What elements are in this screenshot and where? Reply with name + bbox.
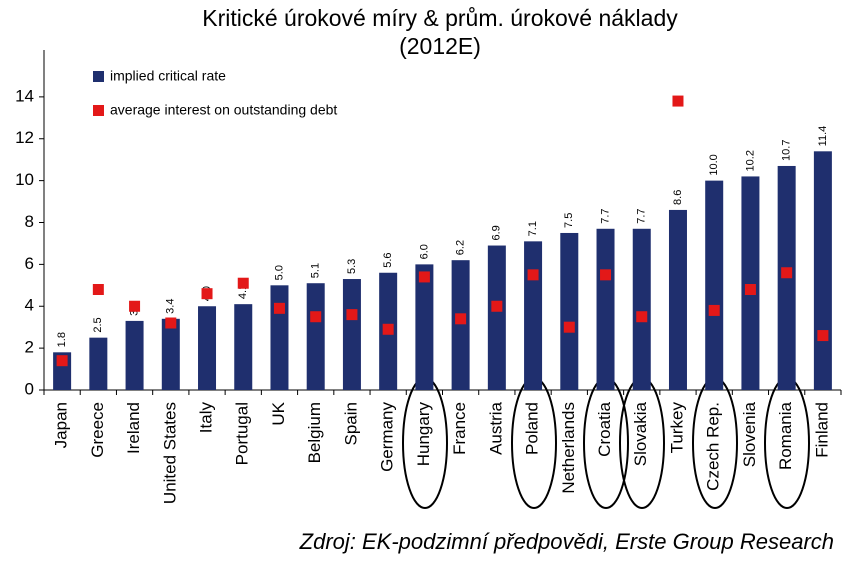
value-label: 2.5 xyxy=(92,317,104,332)
x-tick-label: Hungary xyxy=(414,402,433,467)
value-label: 7.5 xyxy=(563,213,575,228)
marker xyxy=(310,311,322,323)
bar xyxy=(89,337,108,390)
x-tick-label: Portugal xyxy=(233,402,252,465)
y-tick-label: 14 xyxy=(15,86,34,105)
marker xyxy=(237,277,249,289)
bar xyxy=(487,245,506,390)
marker xyxy=(273,302,285,314)
value-label: 5.1 xyxy=(310,263,322,278)
bar xyxy=(813,151,832,390)
x-tick-label: Poland xyxy=(523,402,542,455)
value-label: 5.0 xyxy=(273,265,285,280)
value-label: 11.4 xyxy=(817,126,829,147)
x-tick-label: Finland xyxy=(812,402,831,458)
x-tick-label: Belgium xyxy=(305,402,324,463)
y-tick-label: 12 xyxy=(15,128,34,147)
value-label: 10.2 xyxy=(744,150,756,171)
marker xyxy=(129,300,141,312)
x-tick-label: Romania xyxy=(776,401,795,470)
value-label: 6.2 xyxy=(455,240,467,255)
bar xyxy=(234,304,253,390)
bar xyxy=(632,228,651,390)
marker xyxy=(527,269,539,281)
bar xyxy=(342,279,361,390)
x-tick-label: Turkey xyxy=(667,402,686,454)
marker xyxy=(346,309,358,321)
marker xyxy=(781,267,793,279)
y-tick-label: 0 xyxy=(25,379,34,398)
bar xyxy=(161,318,180,390)
source-note: Zdroj: EK-podzimní předpovědi, Erste Gro… xyxy=(299,529,834,554)
x-tick-label: Netherlands xyxy=(559,402,578,494)
x-tick-label: UK xyxy=(269,401,288,425)
bar xyxy=(415,264,434,390)
value-label: 7.7 xyxy=(636,208,648,223)
value-label: 10.7 xyxy=(781,140,793,161)
bar xyxy=(125,320,144,390)
x-tick-label: Croatia xyxy=(595,401,614,456)
y-tick-label: 2 xyxy=(25,338,34,357)
x-tick-label: Czech Rep. xyxy=(704,402,723,491)
marker xyxy=(708,304,720,316)
bar xyxy=(270,285,289,390)
legend-label: implied critical rate xyxy=(110,68,226,84)
bar xyxy=(560,232,579,390)
chart-title: Kritické úrokové míry & prům. úrokové ná… xyxy=(202,5,678,31)
marker xyxy=(491,300,503,312)
value-label: 6.9 xyxy=(491,225,503,240)
value-label: 7.7 xyxy=(599,208,611,223)
x-tick-label: Germany xyxy=(378,402,397,472)
marker xyxy=(418,271,430,283)
value-label: 10.0 xyxy=(708,154,720,175)
marker xyxy=(744,284,756,295)
legend-swatch xyxy=(93,105,104,116)
legend-swatch xyxy=(93,71,104,82)
x-tick-label: Ireland xyxy=(124,402,143,454)
x-tick-label: Japan xyxy=(52,402,71,448)
y-tick-label: 6 xyxy=(25,254,34,273)
x-tick-label: Slovenia xyxy=(740,401,759,467)
marker xyxy=(672,95,684,107)
legend-label: average interest on outstanding debt xyxy=(110,102,337,118)
y-tick-label: 10 xyxy=(15,170,34,189)
bar xyxy=(198,306,217,390)
value-label: 1.8 xyxy=(56,332,68,347)
bar xyxy=(451,260,470,390)
bar xyxy=(741,176,760,390)
x-tick-label: United States xyxy=(160,402,179,504)
bar xyxy=(596,228,615,390)
x-tick-label: Greece xyxy=(88,402,107,458)
marker xyxy=(56,355,68,367)
bar xyxy=(524,241,543,390)
x-tick-label: Slovakia xyxy=(631,401,650,466)
x-tick-label: Austria xyxy=(486,401,505,454)
y-tick-label: 4 xyxy=(25,296,34,315)
marker xyxy=(201,288,213,300)
y-tick-label: 8 xyxy=(25,212,34,231)
marker xyxy=(382,323,394,335)
marker xyxy=(600,269,612,281)
marker xyxy=(165,317,177,329)
value-label: 3.4 xyxy=(165,299,177,314)
bar xyxy=(306,283,325,390)
value-label: 8.6 xyxy=(672,190,684,205)
marker xyxy=(636,311,648,323)
value-label: 6.0 xyxy=(418,244,430,259)
x-tick-label: Spain xyxy=(341,402,360,445)
bar xyxy=(705,180,724,390)
marker xyxy=(817,330,829,342)
marker xyxy=(563,321,575,333)
x-tick-label: France xyxy=(450,402,469,455)
bar xyxy=(668,209,687,390)
marker xyxy=(455,313,467,325)
marker xyxy=(92,284,104,295)
value-label: 7.1 xyxy=(527,221,539,236)
value-label: 5.3 xyxy=(346,259,358,274)
x-tick-label: Italy xyxy=(197,402,216,434)
chart-subtitle: (2012E) xyxy=(399,33,481,59)
value-label: 5.6 xyxy=(382,252,394,267)
